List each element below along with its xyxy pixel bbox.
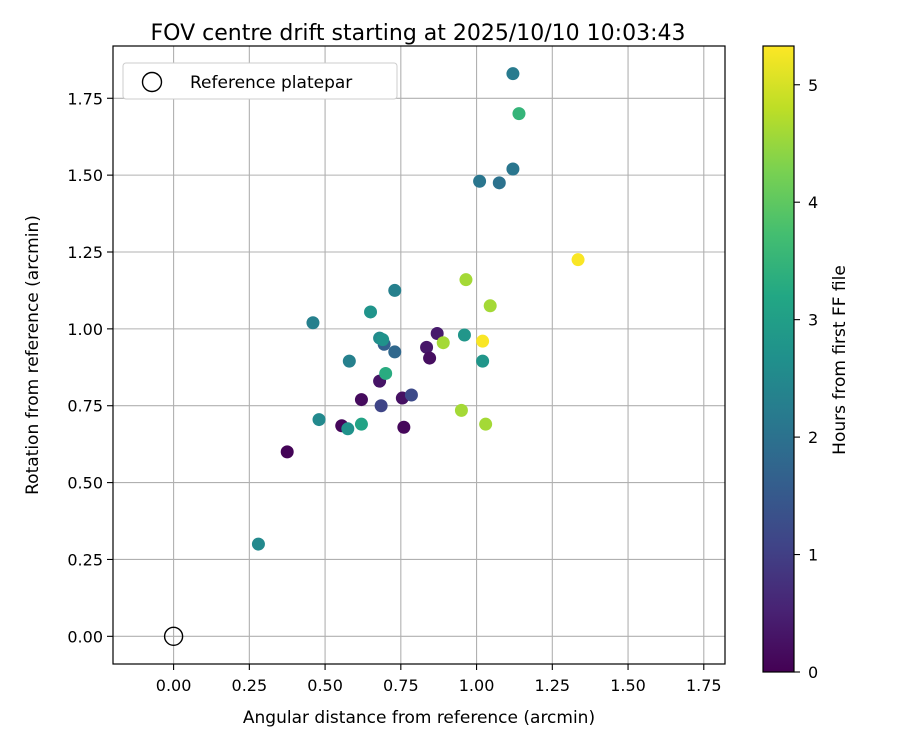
x-tick-label: 1.00 [459,676,495,695]
scatter-point [454,403,468,417]
x-axis-label: Angular distance from reference (arcmin) [243,708,595,728]
y-axis-label: Rotation from reference (arcmin) [23,215,43,495]
scatter-point [492,176,506,190]
scatter-point [476,354,490,368]
scatter-point [397,420,411,434]
scatter-point [512,107,526,121]
scatter-point [476,334,490,348]
x-tick-label: 0.25 [232,676,268,695]
x-tick-label: 0.50 [307,676,343,695]
colorbar-frame [762,45,795,673]
x-tick-label: 1.75 [686,676,722,695]
y-tick-label: 1.25 [67,243,103,262]
scatter-point [479,417,493,431]
scatter-point [404,388,418,402]
scatter-point [420,340,434,354]
scatter-point [506,67,520,81]
y-tick-label: 1.75 [67,89,103,108]
colorbar-tick-label: 0 [808,663,818,682]
colorbar-tick-label: 5 [808,76,818,95]
scatter-point [280,445,294,459]
chart-title: FOV centre drift starting at 2025/10/10 … [151,21,686,46]
scatter-point [354,417,368,431]
legend-marker-icon [141,71,163,93]
colorbar-tick-label: 4 [808,193,818,212]
scatter-point [376,333,390,347]
scatter-point [342,354,356,368]
y-tick-label: 0.75 [67,397,103,416]
scatter-point [457,328,471,342]
scatter-point [430,326,444,340]
colorbar-gradient [763,46,794,672]
y-tick-label: 1.50 [67,166,103,185]
scatter-point [379,366,393,380]
x-tick-label: 0.75 [383,676,419,695]
data-points [251,67,585,551]
scatter-point [423,351,437,365]
scatter-point [388,345,402,359]
legend: Reference platepar [122,62,398,100]
reference-point [163,626,184,647]
x-tick-label: 0.00 [156,676,192,695]
scatter-point [251,537,265,551]
scatter-point [364,305,378,319]
scatter-point [483,299,497,313]
colorbar-tick-label: 2 [808,428,818,447]
plot-background [113,46,725,664]
legend-label: Reference platepar [190,73,352,93]
y-tick-label: 0.50 [67,474,103,493]
plot-frame [112,45,726,665]
x-tick-label: 1.50 [610,676,646,695]
colorbar-label: Hours from first FF file [830,265,850,455]
scatter-point [436,336,450,350]
scatter-point [341,422,355,436]
scatter-point [506,162,520,176]
y-tick-label: 0.00 [67,627,103,646]
plot-area [112,45,726,665]
scatter-point [459,273,473,287]
scatter-point [312,413,326,427]
scatter-point [306,316,320,330]
scatter-point [473,174,487,188]
y-tick-label: 0.25 [67,550,103,569]
y-axis: 0.00 0.25 0.50 0.75 1.00 1.25 1.50 1.75 [67,89,113,646]
grid-lines [113,46,725,664]
x-axis: 0.00 0.25 0.50 0.75 1.00 1.25 1.50 1.75 [156,664,722,695]
y-tick-label: 1.00 [67,320,103,339]
colorbar-tick-label: 3 [808,311,818,330]
legend-box [122,62,398,100]
scatter-point [571,253,585,267]
colorbar: 0 1 2 3 4 5 Hours from first FF file [762,45,850,682]
scatter-point [374,399,388,413]
scatter-point [354,393,368,407]
colorbar-tick-label: 1 [808,546,818,565]
scatter-point [388,283,402,297]
colorbar-ticks: 0 1 2 3 4 5 [794,76,818,682]
x-tick-label: 1.25 [534,676,570,695]
